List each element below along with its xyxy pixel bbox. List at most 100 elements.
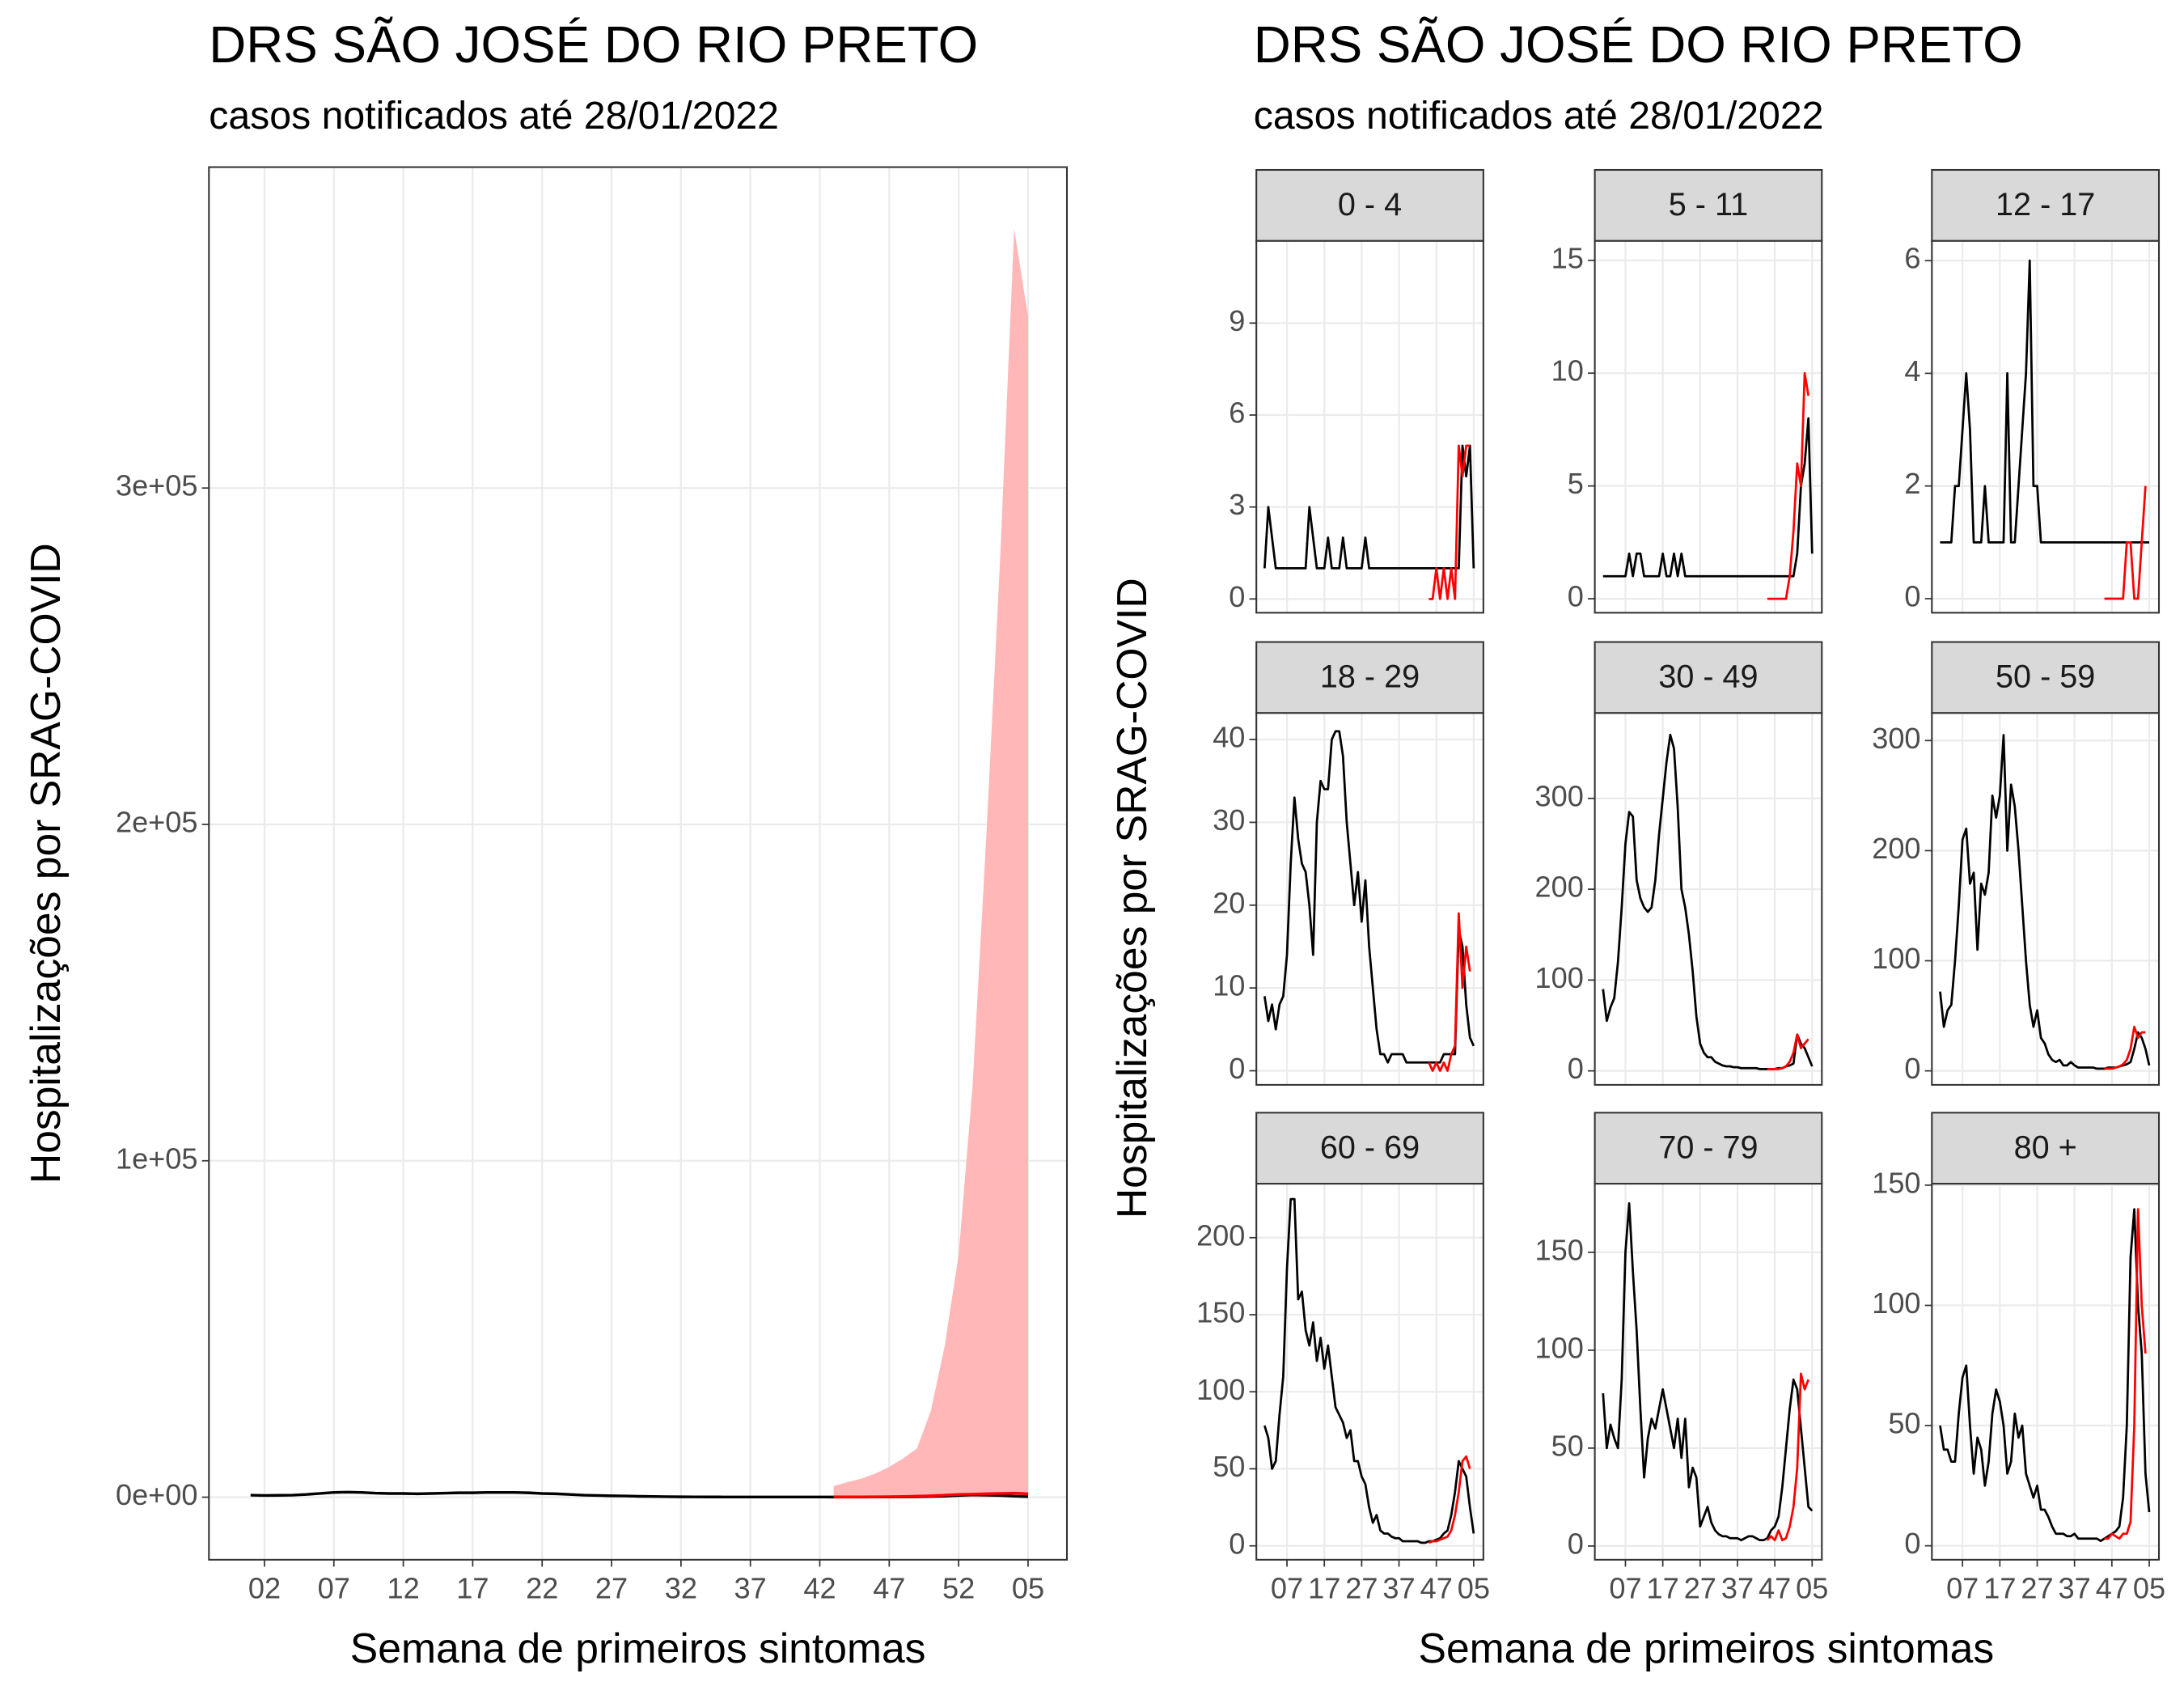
strip-label: 12 - 17 [1996, 187, 2095, 222]
panel-background [1594, 240, 1822, 613]
panel-border [208, 166, 1069, 1561]
x-tick-label: 37 [1382, 1571, 1415, 1604]
panel-background [1932, 713, 2160, 1085]
x-tick-label: 52 [942, 1571, 975, 1604]
x-tick-label: 37 [2059, 1571, 2091, 1604]
strip-label: 60 - 69 [1320, 1129, 1420, 1165]
panel-background [209, 167, 1068, 1560]
x-tick-label: 37 [1721, 1571, 1754, 1604]
panel-border [1594, 1183, 1823, 1561]
y-tick-label: 2e+05 [116, 806, 198, 839]
y-tick-label: 1e+05 [116, 1142, 198, 1175]
strip [1255, 1112, 1484, 1185]
panel-border [1255, 712, 1484, 1086]
x-tick-label: 27 [1345, 1571, 1378, 1604]
y-tick-label: 0 [1229, 580, 1245, 613]
x-axis-title: Semana de primeiros sintomas [1419, 1625, 1995, 1671]
y-tick-label: 0 [1568, 1527, 1584, 1560]
y-tick-label: 150 [1196, 1296, 1245, 1329]
series-line [1602, 417, 1814, 578]
x-tick-label: 05 [2133, 1571, 2165, 1604]
y-tick-label: 10 [1213, 969, 1245, 1002]
x-tick-label: 27 [595, 1571, 628, 1604]
panel-border [1255, 1183, 1484, 1561]
nowcast-line [2104, 485, 2147, 600]
nowcast-line [2104, 1208, 2147, 1540]
y-tick-label: 0 [1904, 1052, 1920, 1085]
y-tick-label: 10 [1551, 354, 1584, 388]
panel-border [1931, 239, 2161, 614]
x-tick-label: 32 [665, 1571, 697, 1604]
y-tick-label: 0 [1568, 1052, 1584, 1085]
strip-label: 80 + [2014, 1129, 2077, 1165]
chart-subtitle: casos notificados até 28/01/2022 [209, 94, 779, 138]
strip-label: 30 - 49 [1658, 659, 1758, 695]
nowcast-line [2104, 1025, 2146, 1070]
x-tick-label: 27 [1684, 1571, 1716, 1604]
x-axis-title: Semana de primeiros sintomas [350, 1625, 926, 1671]
y-tick-label: 40 [1213, 721, 1245, 754]
y-tick-label: 200 [1872, 832, 1920, 865]
chart-title: DRS SÃO JOSÉ DO RIO PRETO [1254, 16, 2023, 74]
y-tick-label: 0 [1229, 1527, 1245, 1560]
y-tick-label: 6 [1229, 396, 1245, 430]
x-tick-label: 07 [1609, 1571, 1641, 1604]
panel-background [1594, 1184, 1822, 1560]
x-tick-label: 47 [1420, 1571, 1453, 1604]
series-line [1940, 259, 2150, 544]
x-tick-label: 05 [1012, 1571, 1044, 1604]
strip [1931, 641, 2161, 714]
chart-subtitle: casos notificados até 28/01/2022 [1254, 94, 1824, 138]
y-tick-label: 9 [1229, 304, 1245, 337]
y-tick-label: 5 [1568, 467, 1584, 500]
panel-background [1256, 713, 1484, 1085]
y-tick-label: 100 [1872, 1286, 1920, 1320]
panel-background [1594, 713, 1822, 1085]
panel-border [1931, 1183, 2161, 1561]
x-tick-label: 07 [318, 1571, 350, 1604]
x-tick-label: 07 [1946, 1571, 1979, 1604]
x-tick-label: 17 [1308, 1571, 1340, 1604]
y-tick-label: 50 [1551, 1429, 1584, 1462]
y-tick-label: 0 [1568, 580, 1584, 613]
y-axis-title: Hospitalizações por SRAG-COVID [1108, 578, 1155, 1218]
nowcast-line [1766, 1372, 1809, 1542]
series-line [1602, 1201, 1814, 1542]
x-tick-label: 47 [1759, 1571, 1791, 1604]
x-tick-label: 47 [2096, 1571, 2128, 1604]
x-tick-label: 22 [526, 1571, 558, 1604]
panel-background [1932, 1184, 2160, 1560]
strip [1594, 1112, 1823, 1185]
x-tick-label: 17 [1983, 1571, 2016, 1604]
nowcast-line [1767, 1033, 1809, 1070]
panel-border [1931, 712, 2161, 1086]
strip [1594, 641, 1823, 714]
strip-label: 70 - 79 [1658, 1129, 1758, 1165]
panel-border [1255, 239, 1484, 614]
y-tick-label: 4 [1904, 354, 1920, 388]
x-tick-label: 47 [873, 1571, 905, 1604]
y-tick-label: 20 [1213, 886, 1245, 919]
y-tick-label: 0 [1904, 580, 1920, 613]
y-tick-label: 300 [1535, 779, 1584, 812]
y-tick-label: 0 [1229, 1052, 1245, 1085]
y-tick-label: 0e+00 [116, 1478, 198, 1511]
y-tick-label: 6 [1904, 242, 1920, 275]
uncertainty-area [833, 229, 1028, 1498]
y-tick-label: 100 [1535, 1331, 1584, 1364]
y-tick-label: 50 [1888, 1407, 1920, 1440]
y-tick-label: 150 [1872, 1166, 1920, 1199]
strip-label: 18 - 29 [1320, 659, 1420, 695]
x-tick-label: 12 [387, 1571, 419, 1604]
nowcast-line [1428, 1455, 1471, 1544]
y-tick-label: 300 [1872, 722, 1920, 755]
strip-label: 5 - 11 [1669, 187, 1748, 222]
nowcast-line [1428, 912, 1471, 1072]
strip [1931, 168, 2161, 242]
nowcast-line [833, 1491, 1029, 1499]
nowcast-line [1428, 444, 1471, 600]
strip [1255, 641, 1484, 714]
y-tick-label: 100 [1872, 942, 1920, 975]
series-line [1263, 444, 1475, 570]
